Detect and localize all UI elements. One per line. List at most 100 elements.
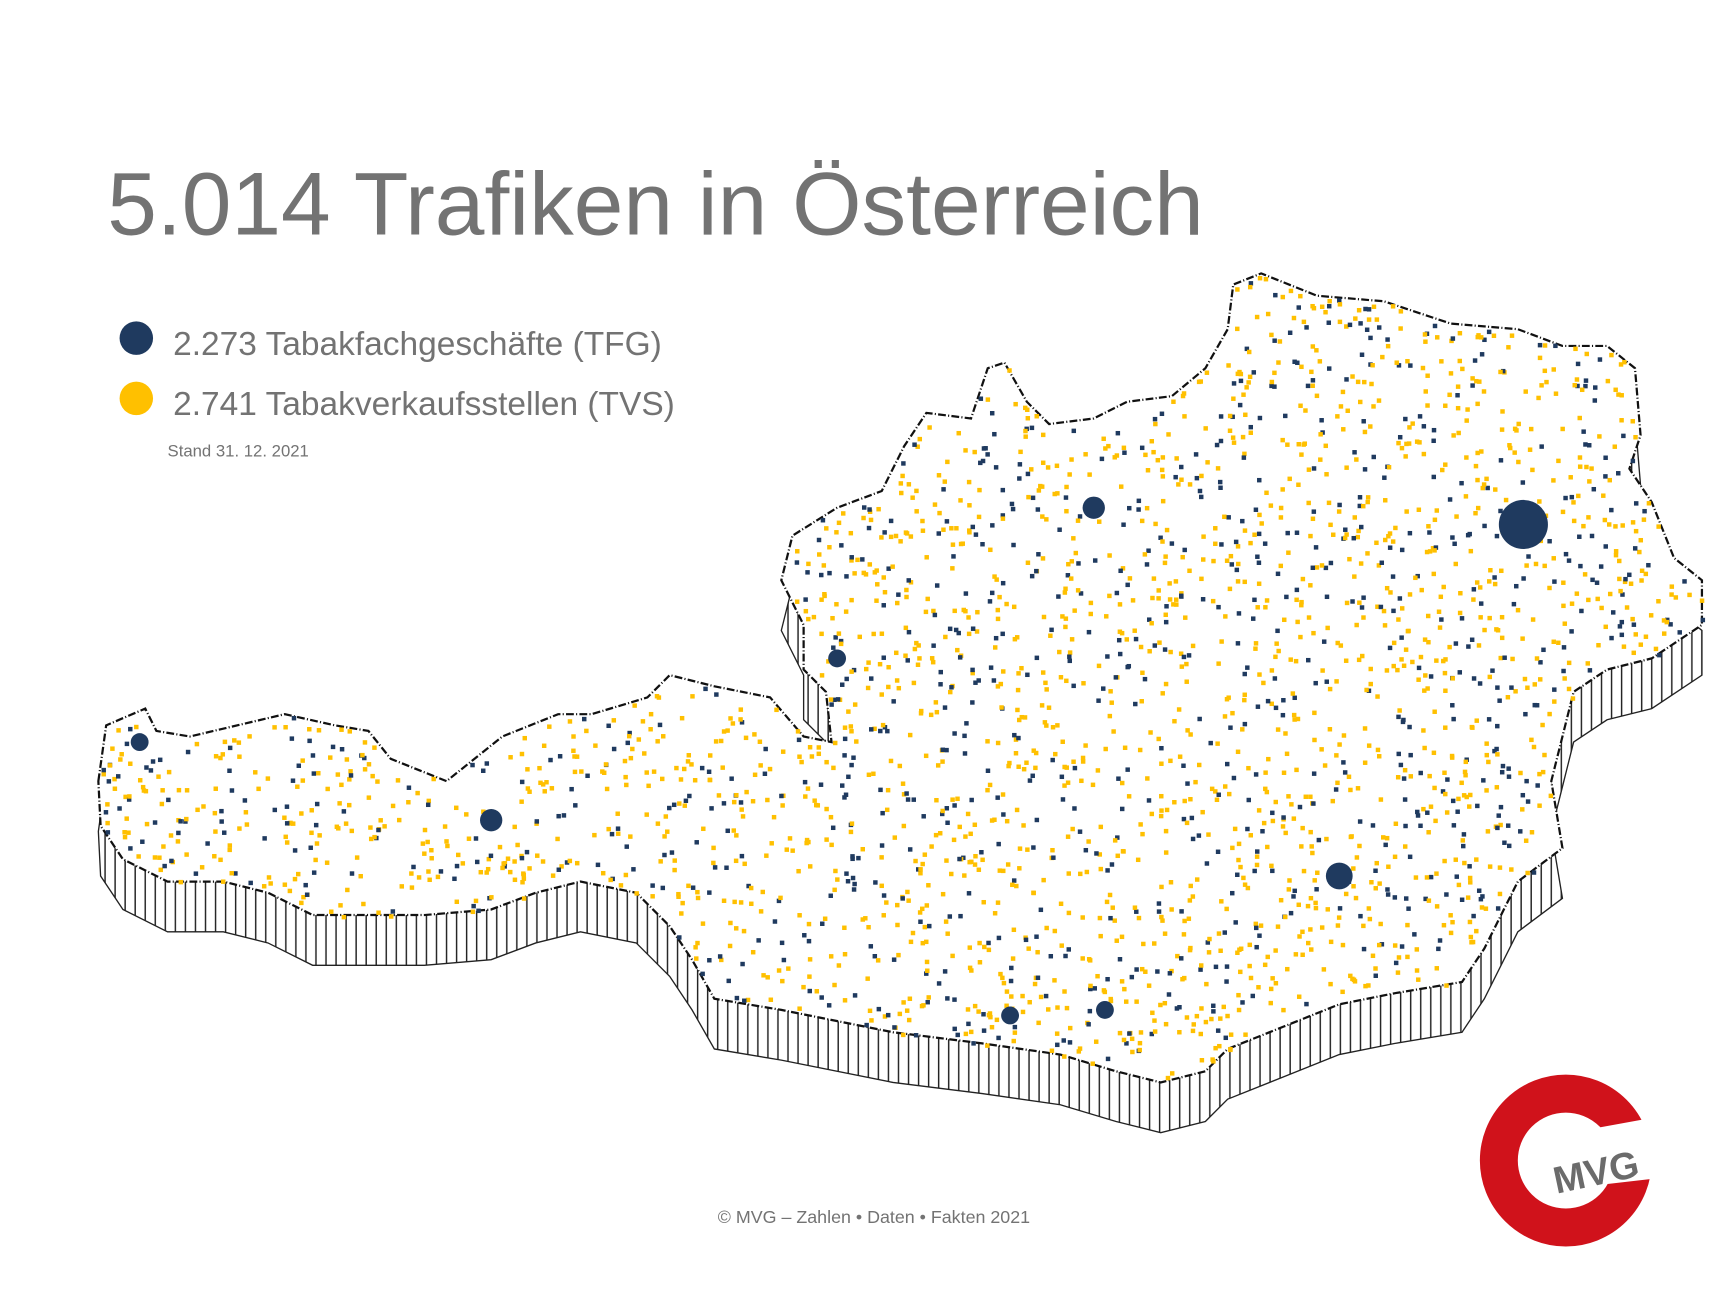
location-dot bbox=[362, 740, 368, 745]
location-dot bbox=[1145, 468, 1151, 473]
location-dot bbox=[1486, 329, 1492, 335]
location-dot bbox=[1506, 843, 1512, 849]
location-dot bbox=[1159, 808, 1164, 813]
location-dot bbox=[996, 1035, 1001, 1041]
location-dot bbox=[1497, 891, 1503, 897]
location-dot bbox=[1244, 385, 1249, 390]
location-dot bbox=[1482, 523, 1487, 529]
location-dot bbox=[694, 956, 699, 961]
location-dot bbox=[741, 928, 747, 934]
location-dot bbox=[949, 685, 954, 690]
location-dot bbox=[1269, 863, 1274, 869]
location-dot bbox=[1253, 646, 1258, 651]
location-dot bbox=[1432, 785, 1437, 791]
location-dot bbox=[1198, 379, 1204, 384]
location-dot bbox=[1443, 791, 1448, 797]
location-dot bbox=[519, 799, 524, 804]
location-dot bbox=[941, 487, 946, 492]
location-dot bbox=[1156, 901, 1162, 906]
location-dot bbox=[744, 789, 749, 795]
location-dot bbox=[981, 446, 987, 451]
location-dot bbox=[1359, 524, 1364, 530]
location-dot bbox=[1257, 477, 1262, 483]
location-dot bbox=[965, 1007, 971, 1012]
location-dot bbox=[1448, 913, 1453, 918]
location-dot bbox=[1196, 762, 1202, 768]
location-dot bbox=[1335, 923, 1341, 928]
location-dot bbox=[945, 820, 950, 825]
location-dot bbox=[1425, 686, 1430, 691]
location-dot bbox=[508, 755, 513, 760]
location-dot bbox=[917, 656, 922, 661]
location-dot bbox=[1035, 507, 1041, 512]
location-dot bbox=[1286, 550, 1291, 555]
location-dot bbox=[1097, 852, 1103, 857]
location-dot bbox=[1425, 373, 1430, 378]
location-dot bbox=[900, 781, 906, 786]
location-dot bbox=[1144, 505, 1150, 511]
location-dot bbox=[985, 768, 991, 773]
location-dot bbox=[919, 708, 924, 714]
location-dot bbox=[1060, 614, 1065, 619]
location-dot bbox=[881, 913, 886, 918]
location-dot bbox=[967, 503, 972, 508]
location-dot bbox=[730, 721, 736, 726]
location-dot bbox=[1434, 904, 1440, 909]
location-dot bbox=[1304, 325, 1309, 330]
location-dot bbox=[284, 804, 290, 809]
location-dot bbox=[1518, 770, 1523, 776]
location-dot bbox=[522, 735, 527, 741]
location-dot bbox=[848, 724, 854, 729]
location-dot bbox=[888, 758, 894, 764]
location-dot bbox=[1105, 976, 1110, 982]
location-dot bbox=[473, 898, 479, 904]
location-dot bbox=[1395, 667, 1400, 673]
location-dot bbox=[952, 997, 957, 1002]
location-dot bbox=[1164, 527, 1170, 533]
location-dot bbox=[1337, 302, 1343, 307]
location-dot bbox=[1199, 576, 1204, 582]
location-dot bbox=[1283, 914, 1288, 920]
location-dot bbox=[1355, 534, 1361, 540]
location-dot bbox=[1603, 624, 1608, 630]
location-dot bbox=[1310, 378, 1316, 383]
location-dot bbox=[1487, 615, 1492, 621]
location-dot bbox=[1011, 878, 1017, 883]
location-dot bbox=[152, 855, 158, 860]
location-dot bbox=[937, 831, 943, 836]
location-dot bbox=[1004, 818, 1010, 824]
location-dot bbox=[1495, 906, 1501, 911]
location-dot bbox=[1492, 581, 1498, 587]
location-dot bbox=[897, 763, 903, 769]
location-dot bbox=[1621, 644, 1627, 649]
location-dot bbox=[706, 769, 712, 774]
location-dot bbox=[1280, 294, 1286, 300]
location-dot bbox=[1291, 315, 1297, 321]
location-dot bbox=[1270, 868, 1275, 874]
location-dot bbox=[672, 858, 677, 863]
location-dot bbox=[861, 570, 867, 576]
location-dot bbox=[1486, 759, 1491, 765]
location-dot bbox=[1231, 396, 1236, 401]
location-dot bbox=[1365, 551, 1370, 556]
location-dot bbox=[1482, 627, 1487, 633]
location-dot bbox=[622, 758, 628, 764]
location-dot bbox=[881, 603, 886, 608]
location-dot bbox=[519, 751, 525, 757]
location-dot bbox=[875, 582, 880, 587]
location-dot bbox=[1140, 831, 1145, 837]
location-dot bbox=[1206, 832, 1211, 837]
location-dot bbox=[1498, 458, 1504, 463]
location-dot bbox=[299, 811, 304, 816]
legend-label: 2.273 Tabakfachgeschäfte (TFG) bbox=[173, 326, 662, 363]
location-dot bbox=[1110, 905, 1115, 910]
location-dot bbox=[763, 746, 768, 752]
location-dot bbox=[1344, 324, 1349, 329]
location-dot bbox=[973, 680, 978, 685]
location-dot bbox=[1252, 597, 1257, 603]
location-dot bbox=[1118, 484, 1124, 489]
location-dot bbox=[521, 876, 527, 881]
location-dot bbox=[1593, 385, 1598, 390]
location-dot bbox=[1340, 989, 1345, 995]
location-dot bbox=[540, 859, 546, 864]
